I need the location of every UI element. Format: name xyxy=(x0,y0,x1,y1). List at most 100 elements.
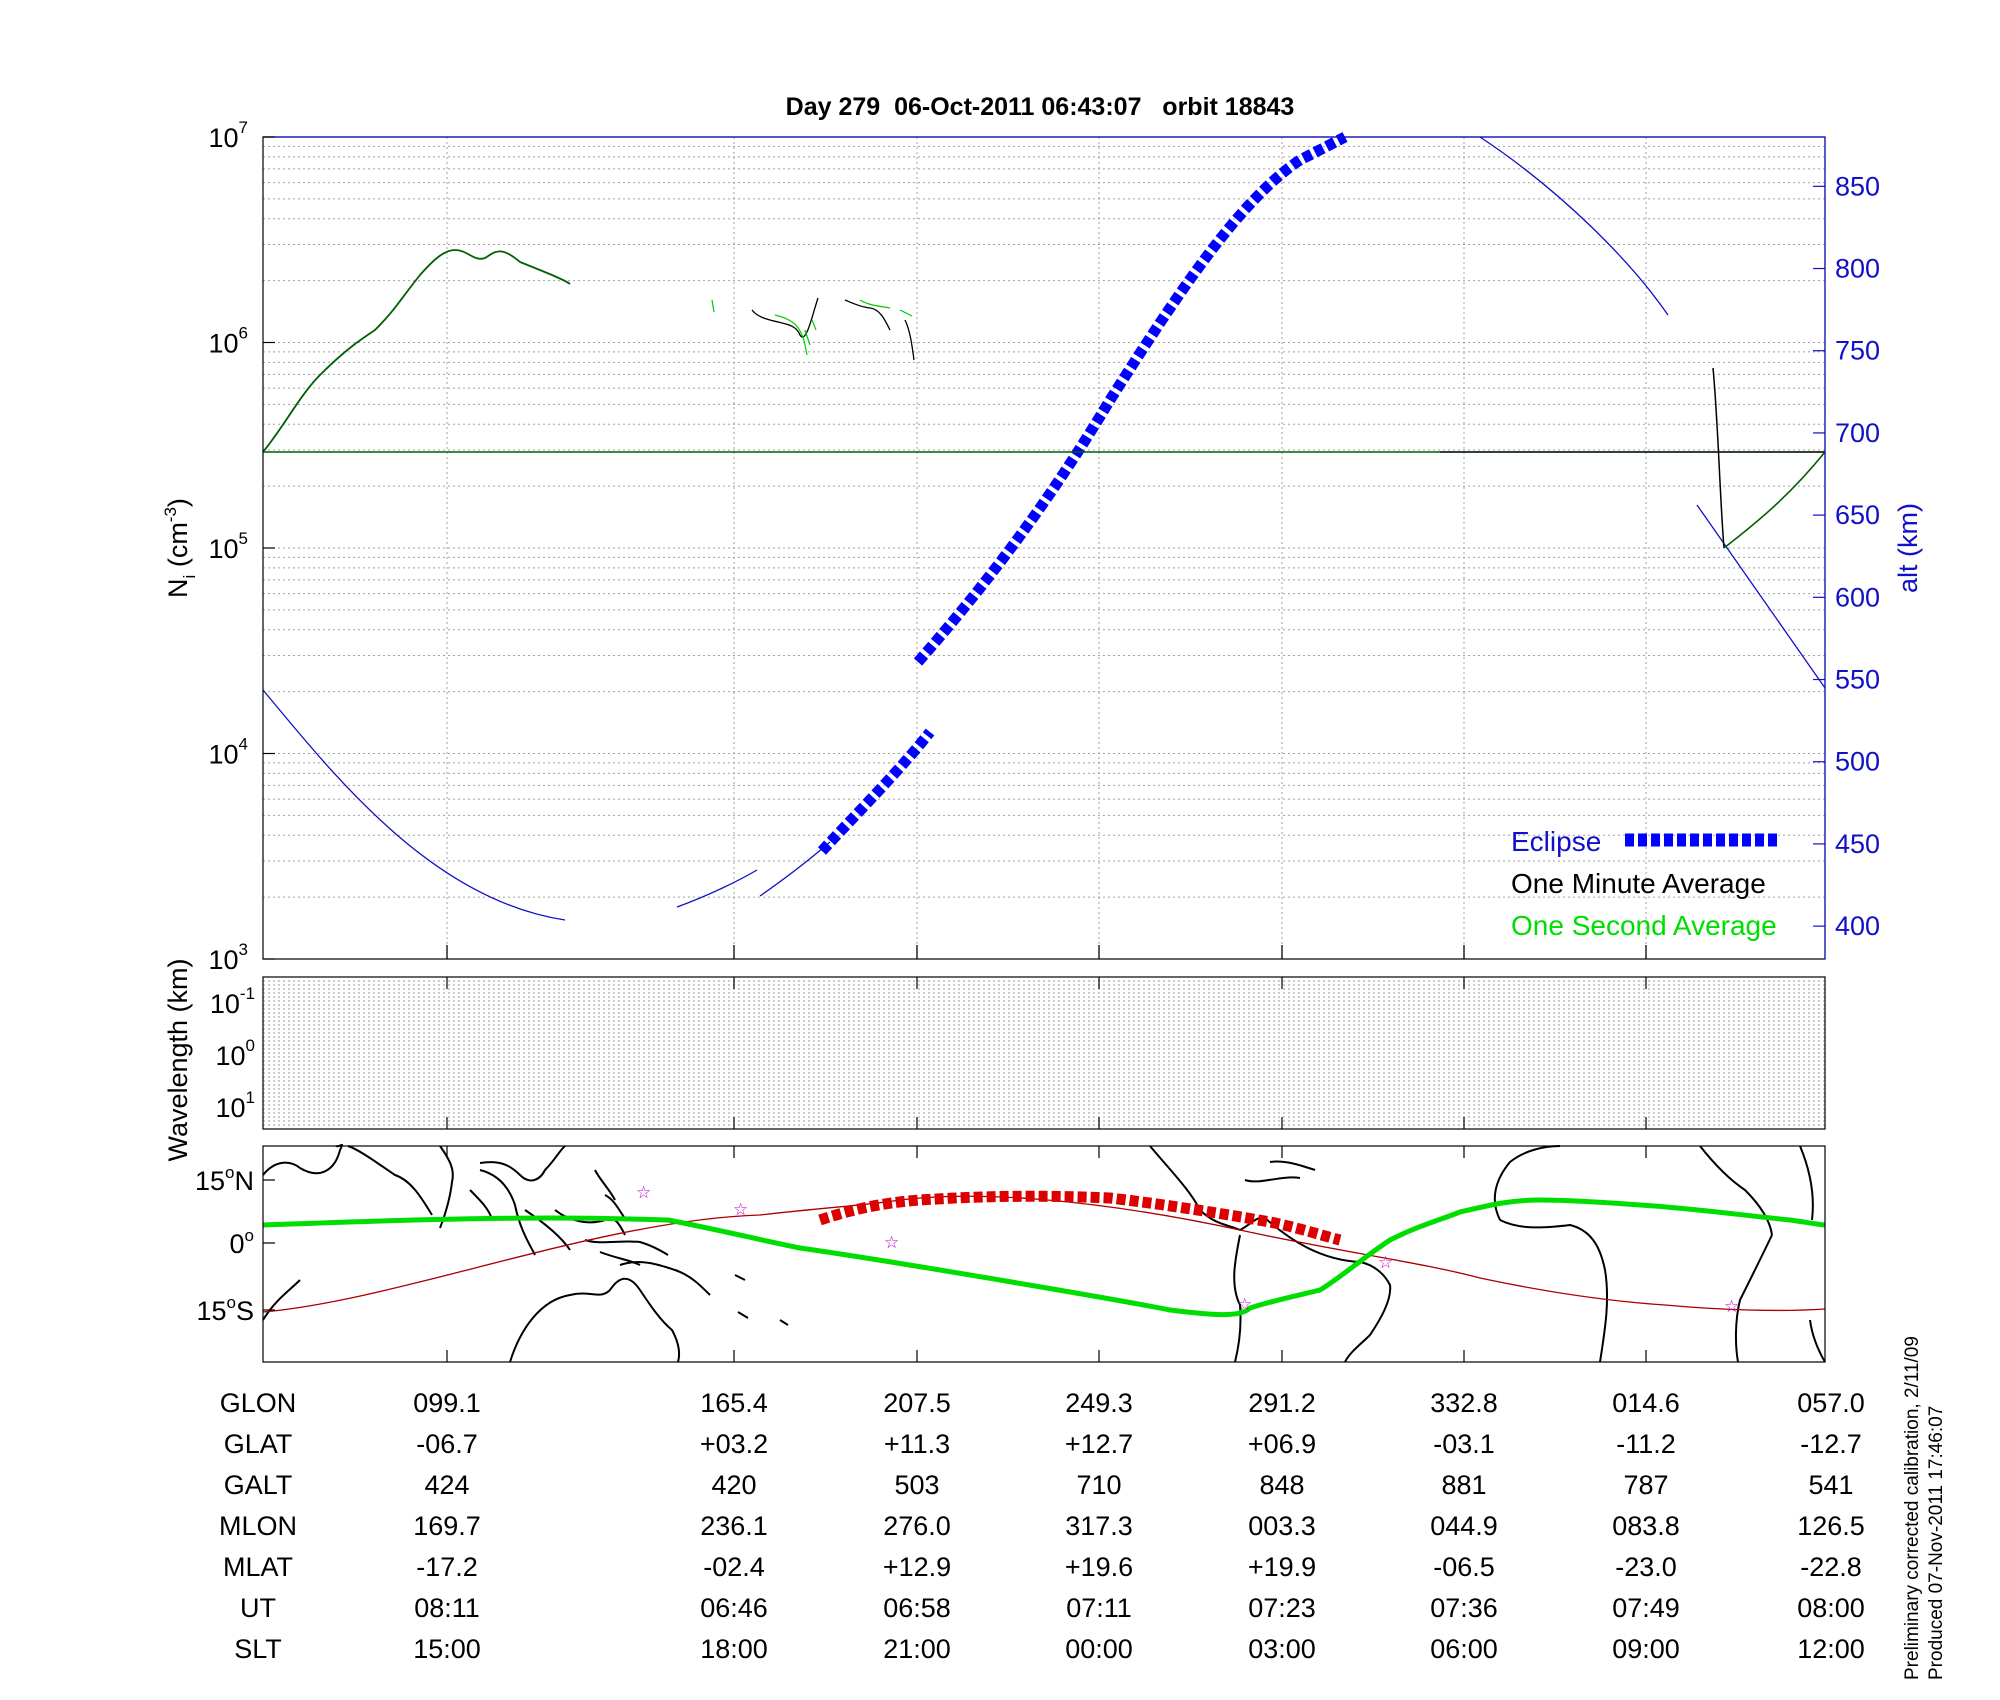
altitude-tick-label: 650 xyxy=(1835,500,1880,530)
calibration-note: Preliminary corrected calibration, 2/11/… xyxy=(1902,1336,1923,1680)
ephemeris-cell: 03:00 xyxy=(1248,1634,1316,1664)
ephemeris-cell: 08:11 xyxy=(414,1593,480,1623)
ephemeris-cell: 083.8 xyxy=(1612,1511,1680,1541)
latitude-tick-label: 0o xyxy=(230,1226,255,1259)
altitude-y-ticks: 850 800 750 700 650 600 550 500 450 400 xyxy=(1813,171,1880,941)
wavelength-grid xyxy=(263,977,1825,1129)
ephemeris-cell: -06.5 xyxy=(1433,1552,1495,1582)
altitude-tick-label: 600 xyxy=(1835,582,1880,612)
altitude-tick-label: 750 xyxy=(1835,336,1880,366)
ephemeris-cell: 249.3 xyxy=(1065,1388,1133,1418)
ephemeris-cell: 00:00 xyxy=(1065,1634,1133,1664)
latitude-tick-label: 15oN xyxy=(195,1163,254,1196)
ephemeris-cell: 236.1 xyxy=(700,1511,768,1541)
ephemeris-cell: 420 xyxy=(711,1470,756,1500)
eclipse-altitude-segment-1 xyxy=(817,728,935,855)
ephemeris-cell: 057.0 xyxy=(1797,1388,1865,1418)
star-icon: ☆ xyxy=(884,1233,899,1252)
altitude-tick-label: 450 xyxy=(1835,829,1880,859)
altitude-tick-label: 500 xyxy=(1835,747,1880,777)
eclipse-altitude-segment-2 xyxy=(913,132,1348,666)
ephemeris-row-label: GLON xyxy=(220,1388,297,1418)
altitude-curve-2 xyxy=(676,869,758,908)
altitude-tick-label: 400 xyxy=(1835,911,1880,941)
ephemeris-cell: 710 xyxy=(1076,1470,1121,1500)
ephemeris-cell: 15:00 xyxy=(413,1634,481,1664)
ephemeris-cell: 08:00 xyxy=(1797,1593,1865,1623)
eclipse-track xyxy=(818,1190,1342,1246)
ephemeris-cell: +06.9 xyxy=(1248,1429,1316,1459)
star-icon: ☆ xyxy=(1724,1297,1739,1316)
ephemeris-cell: -22.8 xyxy=(1800,1552,1862,1582)
density-recovery-line xyxy=(1723,451,1826,549)
ephemeris-cell: 503 xyxy=(894,1470,939,1500)
ephemeris-cell: 424 xyxy=(424,1470,469,1500)
coastlines xyxy=(262,1143,1826,1363)
density-drop-line xyxy=(1712,367,1725,549)
magnetic-star-markers: ☆ ☆ ☆ ☆ ☆ ☆ xyxy=(636,1183,1739,1316)
density-y-label: Ni (cm-3) xyxy=(161,498,199,598)
ephemeris-cell: +03.2 xyxy=(700,1429,768,1459)
ephemeris-cell: 07:23 xyxy=(1248,1593,1316,1623)
ephemeris-cell: -02.4 xyxy=(703,1552,765,1582)
wavelength-tick-label: 100 xyxy=(215,1036,255,1071)
altitude-curve-1 xyxy=(262,689,566,921)
map-y-ticks: 15oN 0o 15oS xyxy=(195,1163,275,1326)
ephemeris-cell: 207.5 xyxy=(883,1388,951,1418)
ephemeris-cell: 003.3 xyxy=(1248,1511,1316,1541)
ephemeris-row-label: GALT xyxy=(224,1470,293,1500)
density-y-ticks: 103 104 105 106 107 xyxy=(208,118,275,975)
density-vertical-grid xyxy=(446,137,1647,959)
ephemeris-cell: 169.7 xyxy=(413,1511,481,1541)
ephemeris-row-label: MLON xyxy=(219,1511,297,1541)
ephemeris-cell: 332.8 xyxy=(1430,1388,1498,1418)
density-tick-label: 107 xyxy=(208,118,248,153)
ephemeris-cell: -03.1 xyxy=(1433,1429,1495,1459)
wavelength-tick-label: 101 xyxy=(215,1088,255,1123)
ephemeris-cell: +11.3 xyxy=(884,1429,950,1459)
ephemeris-table: GLON 099.1 165.4 207.5 249.3 291.2 332.8 014.6 0… xyxy=(219,1388,1865,1664)
ephemeris-cell: +12.7 xyxy=(1065,1429,1133,1459)
ephemeris-cell: 12:00 xyxy=(1797,1634,1865,1664)
altitude-y-label: alt (km) xyxy=(1893,503,1923,593)
ephemeris-cell: 06:00 xyxy=(1430,1634,1498,1664)
ephemeris-cell: +12.9 xyxy=(883,1552,951,1582)
legend-minute: One Minute Average xyxy=(1511,868,1766,899)
ephemeris-cell: 881 xyxy=(1441,1470,1486,1500)
density-panel: 103 104 105 106 107 850 800 750 700 650 600 550 500… xyxy=(161,118,1923,975)
altitude-curve-4 xyxy=(1479,136,1669,316)
density-tick-label: 103 xyxy=(208,940,248,975)
star-icon: ☆ xyxy=(1237,1295,1252,1314)
altitude-curve-5 xyxy=(1696,504,1826,689)
map-panel: ☆ ☆ ☆ ☆ ☆ ☆ 15oN 0o 15oS xyxy=(195,1143,1826,1363)
produced-note: Produced 07-Nov-2011 17:46:07 xyxy=(1926,1406,1947,1680)
ephemeris-cell: 09:00 xyxy=(1612,1634,1680,1664)
ephemeris-cell: -11.2 xyxy=(1616,1429,1676,1459)
ephemeris-cell: 787 xyxy=(1623,1470,1668,1500)
wavelength-tick-label: 10-1 xyxy=(210,984,255,1019)
chart-title: Day 279 06-Oct-2011 06:43:07 orbit 18843 xyxy=(786,93,1295,121)
ephemeris-row-label: UT xyxy=(240,1593,276,1623)
altitude-tick-label: 800 xyxy=(1835,254,1880,284)
ephemeris-cell: 126.5 xyxy=(1797,1511,1865,1541)
ephemeris-cell: 044.9 xyxy=(1430,1511,1498,1541)
ephemeris-cell: 06:58 xyxy=(883,1593,951,1623)
star-icon: ☆ xyxy=(636,1183,651,1202)
ephemeris-cell: -23.0 xyxy=(1615,1552,1677,1582)
ephemeris-cell: 317.3 xyxy=(1065,1511,1133,1541)
star-icon: ☆ xyxy=(1378,1253,1393,1272)
magnetic-equator xyxy=(262,1195,1826,1313)
ephemeris-cell: 276.0 xyxy=(883,1511,951,1541)
legend-eclipse: Eclipse xyxy=(1511,826,1601,857)
ephemeris-cell: -06.7 xyxy=(416,1429,478,1459)
ephemeris-cell: 291.2 xyxy=(1248,1388,1316,1418)
ephemeris-cell: 07:49 xyxy=(1612,1593,1680,1623)
ephemeris-cell: 21:00 xyxy=(883,1634,951,1664)
density-grid xyxy=(263,145,1825,960)
ephemeris-row-label: SLT xyxy=(234,1634,282,1664)
density-trace-black xyxy=(751,297,915,361)
density-tick-label: 105 xyxy=(208,529,248,564)
ephemeris-cell: 07:11 xyxy=(1066,1593,1132,1623)
density-trace-green xyxy=(262,249,571,453)
